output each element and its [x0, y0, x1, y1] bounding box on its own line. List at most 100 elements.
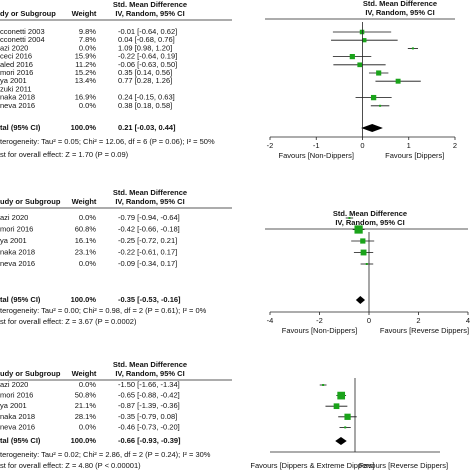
favours-right: Favours [Reverse Dippers]: [380, 326, 469, 335]
weight-label: 21.1%: [75, 401, 97, 410]
weight-label: 28.1%: [75, 412, 97, 421]
weight-label: 50.8%: [75, 391, 97, 400]
ci-label: -0.46 [-0.73, -0.20]: [118, 422, 180, 431]
study-name: neva 2016: [0, 101, 35, 110]
weight-label: 11.2%: [75, 60, 96, 69]
effect-square: [360, 249, 367, 256]
weight-label: 60.8%: [75, 224, 97, 233]
effect-square: [337, 391, 346, 400]
total-weight: 100.0%: [71, 436, 97, 445]
heterogeneity: terogeneity: Tau² = 0.05; Chi² = 12.06, …: [0, 137, 215, 146]
effect-square: [411, 47, 414, 50]
weight-label: 16.9%: [75, 93, 97, 102]
total-ci: 0.21 [-0.03, 0.44]: [118, 123, 176, 132]
weight-label: 0.0%: [79, 43, 96, 52]
x-tick-label: -2: [316, 316, 323, 325]
total-diamond: [355, 296, 366, 304]
weight-label: 16.1%: [75, 236, 97, 245]
x-tick-label: -1: [313, 141, 320, 150]
x-tick-label: 1: [407, 141, 411, 150]
study-name: ya 2001: [0, 236, 27, 245]
ci-label: 0.35 [0.14, 0.56]: [118, 68, 172, 77]
study-name: mori 2016: [0, 391, 33, 400]
ci-label: 1.09 [0.98, 1.20]: [118, 43, 172, 52]
x-tick-label: 2: [453, 141, 457, 150]
x-tick-label: 2: [416, 316, 420, 325]
study-name: mori 2016: [0, 68, 33, 77]
ci-label: -0.87 [-1.39, -0.36]: [118, 401, 180, 410]
total-label: tal (95% CI): [0, 295, 41, 304]
weight-label: 13.4%: [75, 76, 97, 85]
ci-label: -0.01 [-0.64, 0.62]: [118, 27, 177, 36]
study-name: ya 2001: [0, 76, 27, 85]
study-name: cconetti 2003: [0, 27, 45, 36]
total-diamond: [361, 124, 383, 132]
effect-square: [348, 217, 351, 219]
study-name: azi 2020: [0, 43, 28, 52]
study-name: neva 2016: [0, 259, 35, 268]
ci-label: -0.25 [-0.72, 0.21]: [118, 236, 177, 245]
weight-label: 0.0%: [79, 380, 96, 389]
study-name: zuki 2011: [0, 84, 32, 93]
favours-right: Favours [Dippers]: [385, 151, 444, 160]
effect-square: [370, 94, 377, 101]
ci-label: -0.79 [-0.94, -0.64]: [118, 213, 180, 222]
total-weight: 100.0%: [71, 295, 97, 304]
effect-header: Std. Mean Difference: [113, 0, 187, 9]
x-tick-label: -4: [267, 316, 274, 325]
study-name: naka 2018: [0, 247, 35, 256]
total-weight: 100.0%: [71, 123, 97, 132]
effect-square: [376, 70, 382, 76]
ci-label: -0.35 [-0.79, 0.08]: [118, 412, 177, 421]
weight-header: Weight: [72, 9, 97, 18]
effect-square: [395, 78, 401, 84]
favours-left: Favours [Non-Dippers]: [282, 326, 357, 335]
effect-square: [344, 413, 351, 420]
weight-label: 0.0%: [79, 259, 96, 268]
weight-label: 0.0%: [79, 101, 96, 110]
study-header: udy or Subgroup: [0, 369, 61, 378]
weight-header: Weight: [72, 197, 97, 206]
ci-label: 0.38 [0.18, 0.58]: [118, 101, 172, 110]
study-name: azi 2020: [0, 380, 28, 389]
study-name: naka 2018: [0, 412, 35, 421]
study-name: naka 2018: [0, 93, 35, 102]
ci-label: -0.06 [-0.63, 0.50]: [118, 60, 177, 69]
ci-label: 0.24 [-0.15, 0.63]: [118, 93, 175, 102]
weight-label: 15.2%: [75, 68, 97, 77]
favours-left: Favours [Dippers & Extreme Dippers]: [250, 461, 374, 470]
effect-header: Std. Mean Difference: [113, 188, 187, 197]
weight-label: 15.9%: [75, 52, 97, 61]
method-header: IV, Random, 95% CI: [115, 197, 184, 206]
plot-effect-header: Std. Mean Difference: [333, 209, 407, 218]
weight-label: 23.1%: [75, 247, 97, 256]
ci-label: -0.42 [-0.66, -0.18]: [118, 224, 180, 233]
study-header: dy or Subgroup: [0, 9, 56, 18]
plot-method-header: IV, Random, 95% CI: [365, 8, 434, 17]
study-name: ceci 2016: [0, 52, 32, 61]
ci-label: -0.22 [-0.64, 0.19]: [118, 52, 177, 61]
effect-square: [344, 426, 347, 429]
weight-label: 0.0%: [79, 213, 96, 222]
ci-label: -1.50 [-1.66, -1.34]: [118, 380, 180, 389]
ci-label: 0.04 [-0.68, 0.76]: [118, 35, 175, 44]
x-tick-label: 4: [466, 316, 470, 325]
study-name: aled 2016: [0, 60, 33, 69]
effect-square: [333, 403, 340, 410]
heterogeneity: terogeneity: Tau² = 0.00; Chi² = 0.98, d…: [0, 306, 207, 315]
heterogeneity: terogeneity: Tau² = 0.02; Chi² = 2.86, d…: [0, 450, 211, 459]
study-name: cconetti 2004: [0, 35, 45, 44]
study-name: ya 2001: [0, 401, 27, 410]
study-name: azi 2020: [0, 213, 28, 222]
ci-label: 0.77 [0.28, 1.26]: [118, 76, 172, 85]
plot-effect-header: Std. Mean Difference: [363, 0, 437, 8]
effect-square: [357, 62, 363, 68]
total-ci: -0.66 [-0.93, -0.39]: [118, 436, 181, 445]
effect-square: [349, 54, 355, 60]
x-tick-label: 0: [367, 316, 371, 325]
effect-square: [360, 238, 366, 244]
favours-right: Favours [Reverse Dippers]: [359, 461, 448, 470]
effect-square: [365, 263, 368, 265]
x-tick-label: 0: [360, 141, 364, 150]
